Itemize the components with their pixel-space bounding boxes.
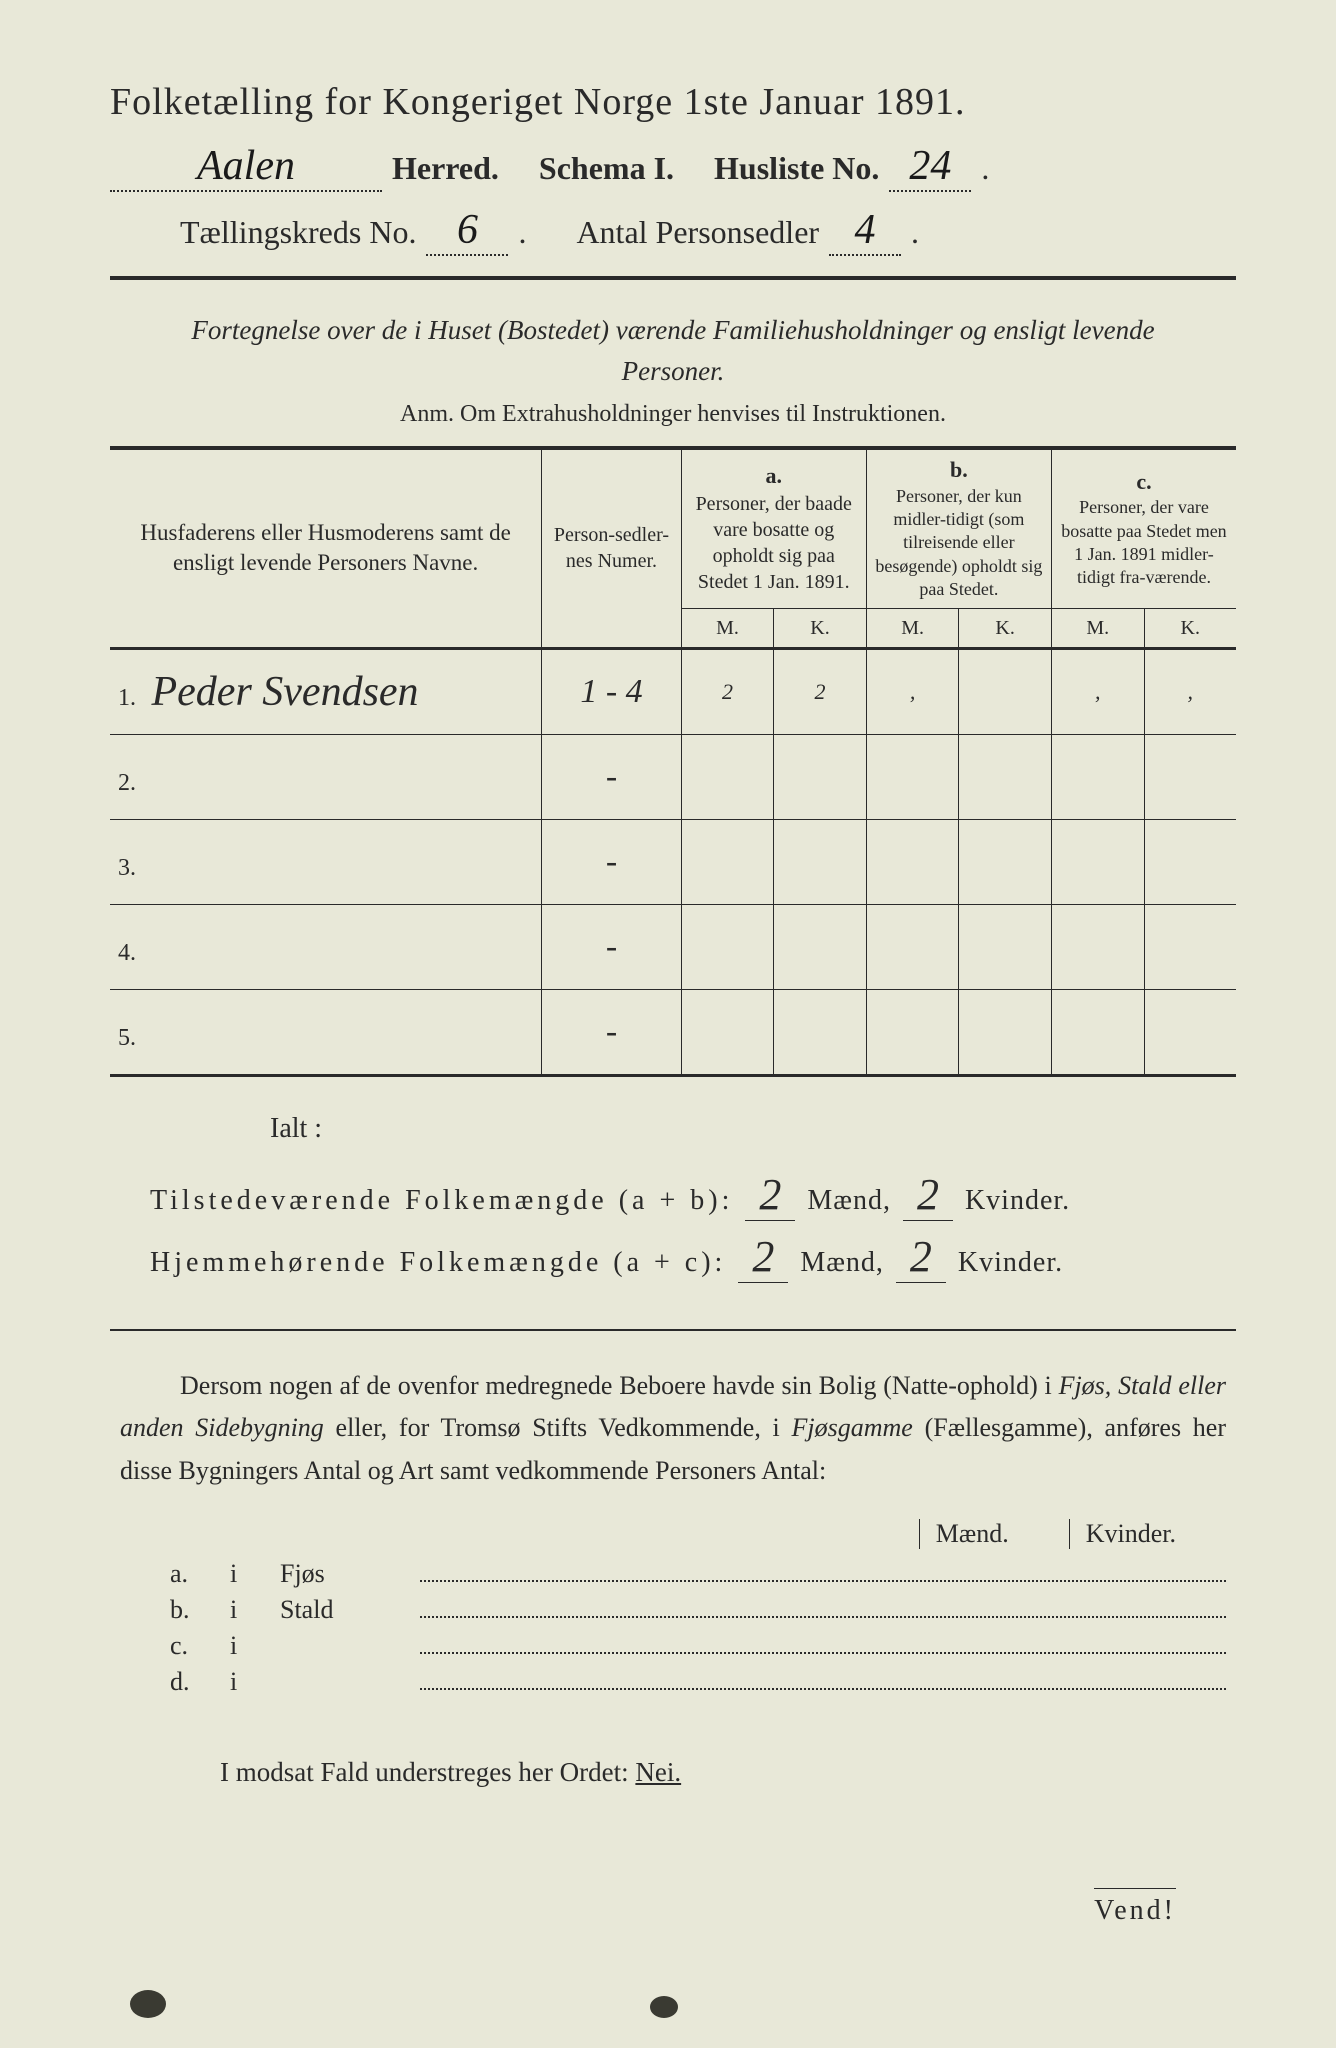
herred-value: Aalen xyxy=(110,142,382,192)
col-c-m: M. xyxy=(1051,608,1144,648)
col-b-k: K. xyxy=(959,608,1052,648)
antal-label: Antal Personsedler xyxy=(576,214,819,251)
col-a-k: K. xyxy=(774,608,867,648)
ialt-label: Ialt : xyxy=(270,1113,1236,1145)
totals-ab: Tilstedeværende Folkemængde (a + b): 2 M… xyxy=(150,1169,1236,1221)
vend-label: Vend! xyxy=(1094,1888,1176,1927)
building-row: a.iFjøs xyxy=(170,1559,1226,1589)
herred-label: Herred. xyxy=(392,150,499,187)
totals-ac: Hjemmehørende Folkemængde (a + c): 2 Mæn… xyxy=(150,1231,1236,1283)
divider-2 xyxy=(110,1329,1236,1331)
col-header-c: c. Personer, der vare bosatte paa Stedet… xyxy=(1051,448,1236,608)
modsat-line: I modsat Fald understreges her Ordet: Ne… xyxy=(220,1757,1236,1788)
mk-header: Mænd. Kvinder. xyxy=(110,1519,1176,1549)
col-c-k: K. xyxy=(1144,608,1236,648)
table-row: 5. - xyxy=(110,989,1236,1075)
subtitle: Fortegnelse over de i Huset (Bostedet) v… xyxy=(150,310,1196,391)
building-row: d.i xyxy=(170,1667,1226,1697)
anm-note: Anm. Om Extrahusholdninger henvises til … xyxy=(110,401,1236,428)
col-a-m: M. xyxy=(681,608,774,648)
col-b-m: M. xyxy=(866,608,959,648)
page-title: Folketælling for Kongeriget Norge 1ste J… xyxy=(110,80,1236,124)
punch-hole xyxy=(650,1996,678,2018)
ac-maend: 2 xyxy=(738,1231,788,1283)
ab-kvinder: 2 xyxy=(903,1169,953,1221)
ab-maend: 2 xyxy=(745,1169,795,1221)
building-row: b.iStald xyxy=(170,1595,1226,1625)
table-row: 1. Peder Svendsen1 - 422,,, xyxy=(110,648,1236,734)
census-table: Husfaderens eller Husmoderens samt de en… xyxy=(110,446,1236,1077)
col-header-numer: Person-sedler-nes Numer. xyxy=(542,448,681,648)
table-row: 2. - xyxy=(110,734,1236,819)
schema-label: Schema I. xyxy=(539,150,674,187)
ac-kvinder: 2 xyxy=(896,1231,946,1283)
husliste-value: 24 xyxy=(889,142,971,192)
header-line-2: Aalen Herred. Schema I. Husliste No. 24 … xyxy=(110,142,1236,192)
punch-hole xyxy=(130,1990,166,2018)
building-paragraph: Dersom nogen af de ovenfor medregnede Be… xyxy=(120,1365,1226,1494)
kreds-label: Tællingskreds No. xyxy=(180,214,416,251)
husliste-label: Husliste No. xyxy=(714,150,879,187)
divider xyxy=(110,276,1236,280)
header-line-3: Tællingskreds No. 6 . Antal Personsedler… xyxy=(180,206,1236,256)
col-header-b: b. Personer, der kun midler-tidigt (som … xyxy=(866,448,1051,608)
kreds-value: 6 xyxy=(426,206,508,256)
table-row: 3. - xyxy=(110,819,1236,904)
col-header-names: Husfaderens eller Husmoderens samt de en… xyxy=(110,448,542,648)
table-row: 4. - xyxy=(110,904,1236,989)
col-header-a: a. Personer, der baade vare bosatte og o… xyxy=(681,448,866,608)
antal-value: 4 xyxy=(829,206,901,256)
building-row: c.i xyxy=(170,1631,1226,1661)
